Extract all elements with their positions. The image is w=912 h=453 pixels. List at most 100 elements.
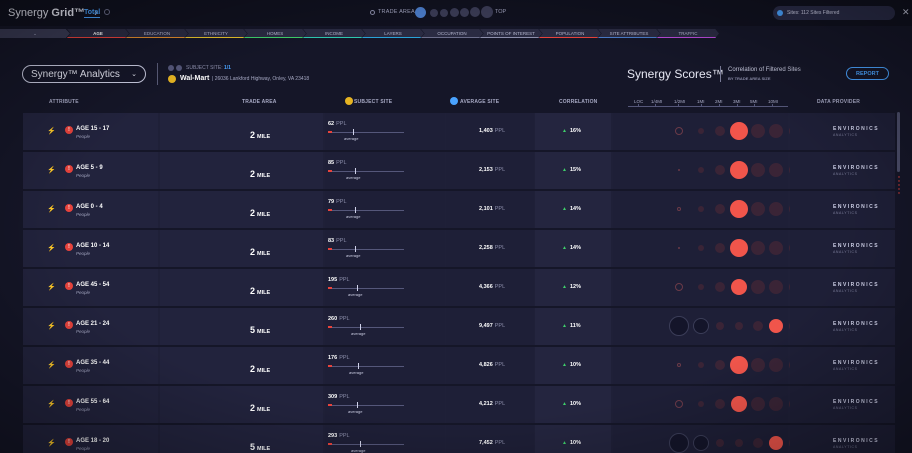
app-brand[interactable]: Synergy Grid™ ›	[8, 7, 98, 19]
tab-total[interactable]: Total	[84, 9, 101, 18]
synergy-bubble[interactable]	[715, 399, 725, 409]
table-row[interactable]: ⚡ ! AGE 5 - 9 People 2 MILE 85 PPL average…	[23, 152, 895, 189]
header-distance[interactable]: 3MI	[733, 99, 741, 104]
tab-category[interactable]: POINTS OF INTEREST	[480, 29, 542, 38]
header-distance[interactable]: LOC	[634, 99, 644, 104]
synergy-bubble[interactable]	[693, 318, 709, 334]
synergy-bubble[interactable]	[751, 202, 765, 216]
tab-category[interactable]: EDUCATION	[126, 29, 188, 38]
header-attribute[interactable]: ATTRIBUTE	[49, 99, 79, 105]
scrollbar[interactable]	[897, 112, 900, 172]
header-distance[interactable]: 2MI	[715, 99, 723, 104]
synergy-bubble[interactable]	[698, 167, 704, 173]
synergy-bubble[interactable]	[698, 401, 704, 407]
synergy-bubble[interactable]	[753, 438, 763, 448]
synergy-bubble[interactable]	[751, 241, 765, 255]
tab-category[interactable]: AGE	[67, 29, 129, 38]
header-correlation[interactable]: CORRELATION	[559, 99, 598, 105]
bolt-icon[interactable]: ⚡	[47, 167, 56, 174]
tab-category[interactable]: ETHNICITY	[185, 29, 247, 38]
table-row[interactable]: ⚡ ! AGE 45 - 54 People 2 MILE 195 PPL aver…	[23, 269, 895, 306]
synergy-bubble[interactable]	[677, 363, 681, 367]
trade-area-step[interactable]	[440, 9, 448, 17]
trade-area-step[interactable]	[481, 6, 493, 18]
synergy-bubble[interactable]	[677, 207, 681, 211]
subject-site-nav[interactable]	[168, 65, 182, 71]
synergy-bubble[interactable]	[769, 280, 783, 294]
synergy-bubble[interactable]	[715, 204, 725, 214]
synergy-bubble[interactable]	[698, 284, 704, 290]
synergy-bubble[interactable]	[769, 358, 783, 372]
synergy-bubble[interactable]	[693, 435, 709, 451]
bolt-icon[interactable]: ⚡	[47, 128, 56, 135]
tab-category[interactable]: POPULATION	[539, 29, 601, 38]
synergy-bubble-highlight[interactable]	[730, 239, 748, 257]
synergy-bubble-highlight[interactable]	[730, 122, 748, 140]
trade-area-active-step[interactable]	[415, 7, 426, 18]
synergy-bubble-highlight[interactable]	[730, 161, 748, 179]
synergy-bubble[interactable]	[669, 433, 689, 453]
synergy-bubble[interactable]	[716, 439, 724, 447]
analytics-dropdown[interactable]: Synergy™ Analytics ⌄	[22, 65, 146, 83]
synergy-bubble[interactable]	[675, 400, 683, 408]
synergy-bubble[interactable]	[769, 163, 783, 177]
synergy-bubble[interactable]	[698, 128, 704, 134]
table-row[interactable]: ⚡ ! AGE 18 - 20 People 5 MILE 293 PPL aver…	[23, 425, 895, 453]
synergy-bubble[interactable]	[669, 316, 689, 336]
bolt-icon[interactable]: ⚡	[47, 440, 56, 447]
bolt-icon[interactable]: ⚡	[47, 401, 56, 408]
synergy-bubble[interactable]	[769, 124, 783, 138]
synergy-bubble[interactable]	[698, 245, 704, 251]
tab-category[interactable]: OCCUPATION	[421, 29, 483, 38]
synergy-bubble[interactable]	[769, 241, 783, 255]
synergy-bubble[interactable]	[751, 163, 765, 177]
synergy-bubble-highlight[interactable]	[769, 319, 783, 333]
synergy-bubble[interactable]	[735, 439, 743, 447]
header-distance[interactable]: 5MI	[750, 99, 758, 104]
synergy-bubble[interactable]	[678, 169, 680, 171]
synergy-bubble[interactable]	[753, 321, 763, 331]
synergy-bubble[interactable]	[751, 397, 765, 411]
synergy-bubble-highlight[interactable]	[769, 436, 783, 450]
synergy-bubble[interactable]	[715, 126, 725, 136]
synergy-bubble[interactable]	[769, 202, 783, 216]
table-row[interactable]: ⚡ ! AGE 10 - 14 People 2 MILE 83 PPL avera…	[23, 230, 895, 267]
synergy-bubble-highlight[interactable]	[730, 200, 748, 218]
synergy-bubble[interactable]	[715, 243, 725, 253]
synergy-bubble[interactable]	[715, 165, 725, 175]
table-row[interactable]: ⚡ ! AGE 0 - 4 People 2 MILE 79 PPL average…	[23, 191, 895, 228]
bolt-icon[interactable]: ⚡	[47, 284, 56, 291]
next-icon[interactable]	[176, 65, 182, 71]
subject-site-name[interactable]: Wal-Mart	[180, 75, 210, 82]
settings-icon[interactable]	[104, 9, 110, 15]
prev-icon[interactable]	[168, 65, 174, 71]
synergy-bubble[interactable]	[675, 283, 683, 291]
tab-category[interactable]: TRAFFIC	[657, 29, 719, 38]
trade-area-step[interactable]	[450, 8, 459, 17]
synergy-bubble[interactable]	[675, 127, 683, 135]
header-data-provider[interactable]: DATA PROVIDER	[817, 99, 861, 105]
header-distance[interactable]: 1/2MI	[674, 99, 686, 104]
close-icon[interactable]: ✕	[902, 7, 910, 17]
synergy-bubble-highlight[interactable]	[730, 356, 748, 374]
table-row[interactable]: ⚡ ! AGE 55 - 64 People 2 MILE 309 PPL aver…	[23, 386, 895, 423]
synergy-bubble[interactable]	[716, 322, 724, 330]
sites-filter[interactable]: Sites: 112 Sites Filtered	[773, 6, 895, 20]
header-distance[interactable]: 10MI	[768, 99, 779, 104]
tab-category-menu[interactable]: ⌄	[0, 29, 70, 38]
synergy-bubble[interactable]	[715, 360, 725, 370]
table-row[interactable]: ⚡ ! AGE 35 - 44 People 2 MILE 176 PPL aver…	[23, 347, 895, 384]
synergy-bubble[interactable]	[751, 124, 765, 138]
tab-category[interactable]: INCOME	[303, 29, 365, 38]
synergy-bubble-highlight[interactable]	[731, 396, 747, 412]
bolt-icon[interactable]: ⚡	[47, 362, 56, 369]
synergy-bubble[interactable]	[751, 358, 765, 372]
synergy-bubble[interactable]	[698, 206, 704, 212]
header-trade-area[interactable]: TRADE AREA	[242, 99, 277, 105]
tab-category[interactable]: SITE ATTRIBUTES	[598, 29, 660, 38]
trade-area-step[interactable]	[460, 8, 469, 17]
tab-category[interactable]: HOMES	[244, 29, 306, 38]
synergy-bubble[interactable]	[715, 282, 725, 292]
bolt-icon[interactable]: ⚡	[47, 206, 56, 213]
synergy-bubble-highlight[interactable]	[731, 279, 747, 295]
